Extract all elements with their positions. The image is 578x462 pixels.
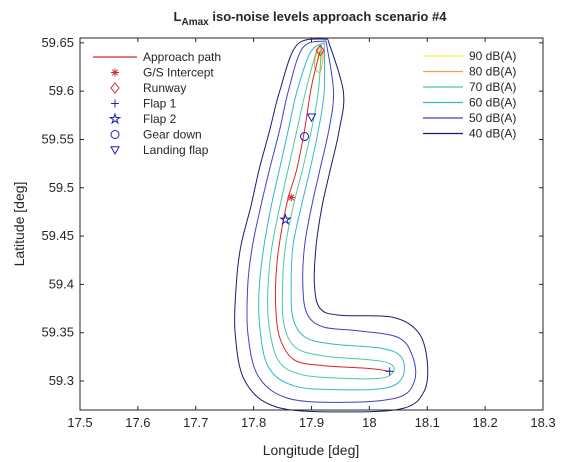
y-tick-label: 59.65: [41, 35, 74, 50]
legend-swatch: [110, 146, 120, 156]
y-tick-label: 59.55: [41, 131, 74, 146]
y-tick-label: 59.3: [49, 373, 74, 388]
legend-entry: 60 dB(A): [469, 96, 516, 110]
y-tick-label: 59.5: [49, 180, 74, 195]
chart-title-main: L: [174, 9, 182, 24]
legend-entry: Runway: [143, 81, 186, 95]
contour-line-3: [258, 42, 405, 391]
x-tick-label: 18.2: [472, 415, 497, 430]
x-tick-label: 18.3: [530, 415, 555, 430]
marker-point-4: [300, 132, 310, 142]
chart-title-subscript: Amax: [181, 17, 209, 28]
legend-swatch: [108, 112, 122, 125]
markers-layer: [279, 44, 394, 376]
legend-entry: Approach path: [143, 50, 221, 64]
approach-path-line: [274, 50, 390, 372]
marker-point-0: [287, 193, 296, 202]
chart-title-rest: iso-noise levels approach scenario #4: [209, 9, 447, 24]
marker-point-3: [279, 212, 292, 226]
chart-title: LAmax iso-noise levels approach scenario…: [174, 9, 448, 28]
x-tick-label: 18: [362, 415, 376, 430]
x-axis: 17.5 17.6 17.7 17.8 17.9 18 18.1 18.2 18.3: [67, 38, 556, 430]
contour-line-1: [313, 45, 324, 73]
y-axis: 59.3 59.35 59.4 59.45 59.5 59.55 59.6 59.65: [41, 35, 543, 388]
legend-entry: 40 dB(A): [469, 127, 516, 141]
legend-entry: Flap 1: [143, 97, 177, 111]
legend-entry: Gear down: [143, 128, 202, 142]
legend-swatch: [111, 68, 119, 77]
x-tick-label: 18.1: [415, 415, 440, 430]
legend-entry: 70 dB(A): [469, 80, 516, 94]
legend-swatch: [110, 130, 120, 139]
marker-point-5: [306, 113, 317, 123]
y-tick-label: 59.6: [49, 83, 74, 98]
approach-path-layer: [274, 50, 390, 372]
y-tick-label: 59.45: [41, 228, 74, 243]
x-tick-label: 17.7: [183, 415, 208, 430]
contour-line-4: [246, 40, 417, 403]
x-axis-label: Longitude [deg]: [263, 442, 360, 458]
y-tick-label: 59.4: [49, 276, 74, 291]
x-tick-label: 17.8: [241, 415, 266, 430]
legend-entry: 90 dB(A): [469, 49, 516, 63]
legend-noise-levels: 90 dB(A) 80 dB(A)70 dB(A) 60 dB(A)50 dB(A)…: [423, 49, 516, 141]
x-tick-label: 17.6: [125, 415, 150, 430]
x-tick-label: 17.5: [67, 415, 92, 430]
legend-entry: 80 dB(A): [469, 65, 516, 79]
plot-area: [80, 38, 543, 410]
x-tick-label: 17.9: [299, 415, 324, 430]
legend-swatch: [110, 82, 120, 94]
y-axis-label: Latitude [deg]: [11, 182, 27, 267]
legend-entry: G/S Intercept: [143, 66, 214, 80]
marker-point-1: [315, 44, 325, 57]
y-tick-label: 59.35: [41, 325, 74, 340]
contour-line-5: [234, 38, 429, 413]
marker-point-2: [385, 367, 394, 376]
legend-entry: Landing flap: [143, 143, 209, 157]
legend-swatch: [111, 99, 119, 108]
legend-entry: 50 dB(A): [469, 111, 516, 125]
legend-entry: Flap 2: [143, 112, 177, 126]
